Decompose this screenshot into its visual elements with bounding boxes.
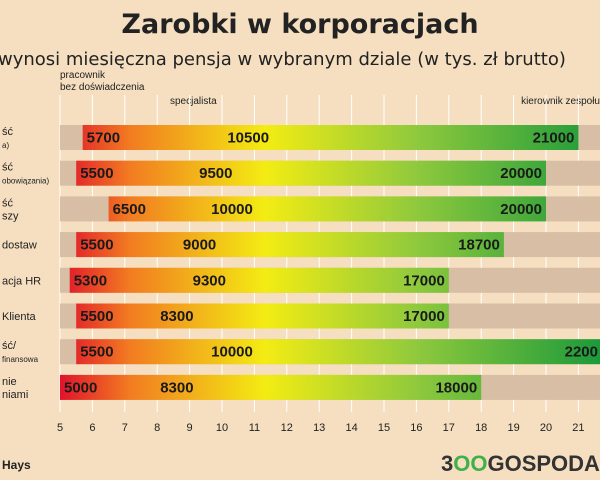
x-tick-label: 16 <box>410 422 422 434</box>
range-bar <box>76 160 546 186</box>
value-label: 9500 <box>199 165 232 182</box>
x-tick-label: 14 <box>345 422 357 434</box>
value-label: 9300 <box>193 272 226 289</box>
range-bar <box>76 339 600 365</box>
value-label: 20000 <box>500 201 542 218</box>
value-label: 8300 <box>160 379 193 396</box>
logo-text: GOSPODA <box>487 451 600 476</box>
x-tick-label: 19 <box>507 422 519 434</box>
level-header: specjalista <box>170 96 217 107</box>
level-header: kierownik zespołu <box>521 96 600 107</box>
value-label: 6500 <box>113 201 146 218</box>
value-label: 5500 <box>80 344 113 361</box>
category-label: acja HR <box>2 275 41 287</box>
category-label: ść <box>2 197 14 209</box>
category-label: nie <box>2 376 17 388</box>
x-tick-label: 10 <box>216 422 228 434</box>
x-tick-label: 17 <box>443 422 455 434</box>
value-label: 5500 <box>80 308 113 325</box>
x-tick-label: 5 <box>57 422 63 434</box>
level-headers: pracownik bez doświadczenia specjalista kie… <box>60 70 600 107</box>
value-label: 9000 <box>183 237 216 254</box>
value-label: 17000 <box>403 272 445 289</box>
value-label: 5500 <box>80 237 113 254</box>
chart-title: Zarobki w korporacjach <box>121 9 478 40</box>
category-label-line2: finansowa <box>2 355 39 364</box>
x-tick-label: 9 <box>187 422 193 434</box>
x-tick-label: 13 <box>313 422 325 434</box>
category-label-line2: obowiązania) <box>2 177 49 186</box>
x-tick-label: 18 <box>475 422 487 434</box>
value-label: 17000 <box>403 308 445 325</box>
value-label: 18700 <box>458 237 500 254</box>
category-label-line2: a) <box>2 141 9 150</box>
logo-o-chars: OO <box>453 451 487 476</box>
range-bar <box>60 374 482 400</box>
x-axis-ticks: 5 6 7 8 9 10 11 12 13 14 15 16 17 18 19 20 21 <box>57 422 585 434</box>
x-tick-label: 21 <box>572 422 584 434</box>
x-tick-label: 7 <box>122 422 128 434</box>
range-bar <box>69 267 449 293</box>
value-label: 10000 <box>211 201 253 218</box>
category-label-line2: szy <box>2 210 19 222</box>
logo: 3OOGOSPODA <box>441 451 600 476</box>
value-label: 20000 <box>500 165 542 182</box>
value-labels: 5700 10500 21000 5500 9500 20000 6500 10000 2000… <box>64 130 598 397</box>
range-bar <box>76 303 449 329</box>
category-label-line2: niami <box>2 389 28 401</box>
x-tick-label: 15 <box>378 422 390 434</box>
value-label: 5300 <box>74 272 107 289</box>
value-label: 5000 <box>64 379 97 396</box>
value-label: 8300 <box>160 308 193 325</box>
range-bar <box>108 196 546 222</box>
value-label: 2200 <box>565 344 598 361</box>
range-bar <box>76 232 504 258</box>
value-label: 5700 <box>87 130 120 147</box>
category-label: ść <box>2 126 14 138</box>
category-label: dostaw <box>2 240 37 252</box>
value-label: 10500 <box>227 130 269 147</box>
x-tick-label: 12 <box>281 422 293 434</box>
category-label: ść/ <box>2 340 17 352</box>
x-tick-label: 11 <box>249 422 260 434</box>
source-label: Hays <box>2 458 31 472</box>
value-label: 5500 <box>80 165 113 182</box>
value-label: 21000 <box>533 130 575 147</box>
value-label: 10000 <box>211 344 253 361</box>
x-tick-label: 6 <box>89 422 95 434</box>
value-label: 18000 <box>435 379 477 396</box>
svg-text:3OOGOSPODA: 3OOGOSPODA <box>441 451 600 476</box>
bars <box>60 125 600 400</box>
range-bar <box>82 125 579 150</box>
x-tick-label: 20 <box>540 422 552 434</box>
category-label: Klienta <box>2 311 37 323</box>
chart-subtitle: wynosi miesięczna pensja w wybranym dzia… <box>0 49 566 70</box>
x-tick-label: 8 <box>154 422 160 434</box>
level-header: pracownik bez doświadczenia <box>60 70 145 93</box>
category-label: ść <box>2 162 14 174</box>
logo-digits: 3 <box>441 451 453 476</box>
